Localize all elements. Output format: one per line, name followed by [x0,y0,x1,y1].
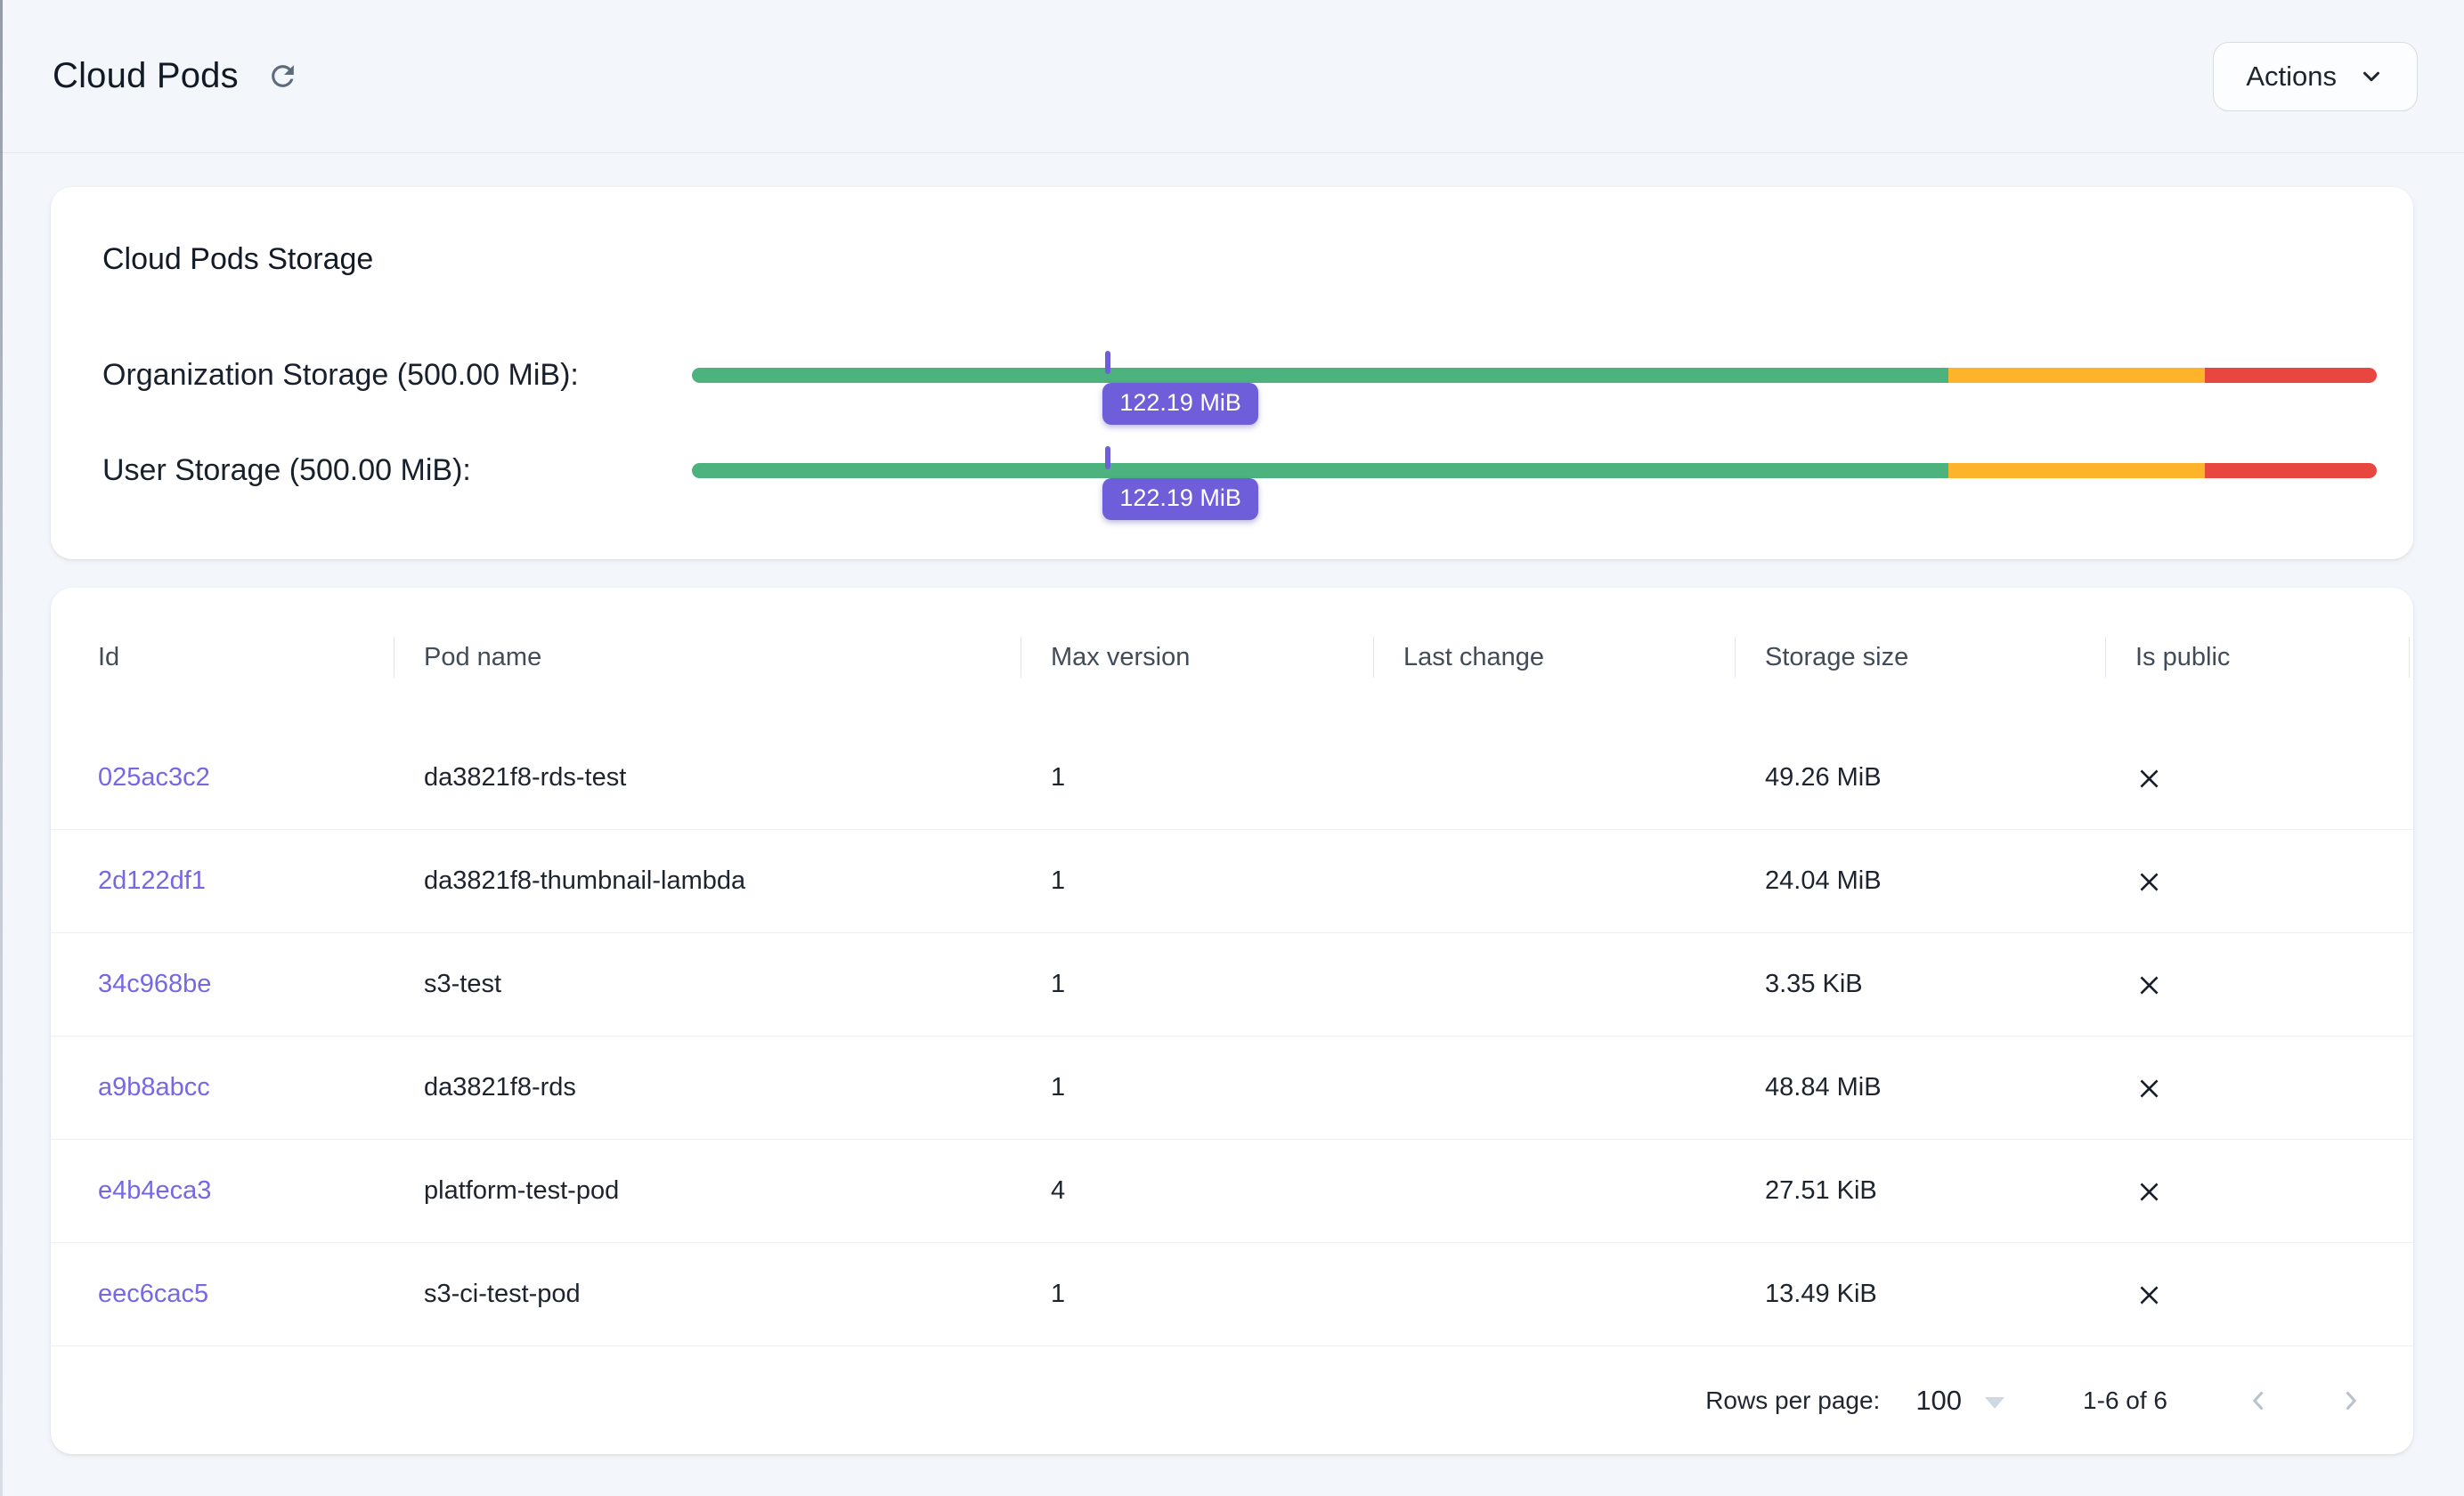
window-left-edge [0,0,3,1496]
pagination-range: 1-6 of 6 [2083,1386,2167,1414]
pod-id-link[interactable]: 025ac3c2 [98,763,210,792]
pod-id-link[interactable]: 2d122df1 [98,866,206,895]
max-version-cell: 1 [1051,1280,1066,1308]
storage-marker [1105,445,1111,469]
actions-button-label: Actions [2246,60,2337,92]
column-header-pod-name[interactable]: Pod name [394,588,1021,727]
pod-name-cell: s3-ci-test-pod [424,1280,581,1308]
pod-id-link[interactable]: e4b4eca3 [98,1176,212,1205]
table-row: 34c968be s3-test 1 3.35 KiB [51,933,2413,1037]
not-public-x-icon [2135,868,2163,896]
not-public-x-icon [2135,1281,2163,1309]
refresh-button[interactable] [263,56,304,97]
bar-segment-green [692,462,1949,478]
pod-id-link[interactable]: a9b8abcc [98,1073,210,1102]
organization-storage-row: Organization Storage (500.00 MiB): 122.1… [102,346,2377,425]
next-page-button[interactable] [2331,1381,2370,1420]
storage-size-cell: 49.26 MiB [1765,763,1882,792]
storage-value-badge: 122.19 MiB [1102,382,1258,425]
rows-per-page-label: Rows per page: [1705,1386,1881,1414]
storage-size-cell: 3.35 KiB [1765,970,1863,998]
rows-per-page-select[interactable]: 100 [1880,1385,2005,1417]
table-row: 025ac3c2 da3821f8-rds-test 1 49.26 MiB [51,727,2413,830]
pod-name-cell: da3821f8-rds-test [424,763,627,792]
previous-page-button[interactable] [2239,1381,2278,1420]
storage-card: Cloud Pods Storage Organization Storage … [51,187,2413,559]
storage-card-title: Cloud Pods Storage [102,242,374,276]
organization-storage-bar: 122.19 MiB [692,350,2377,425]
storage-size-cell: 24.04 MiB [1765,866,1882,895]
table-row: eec6cac5 s3-ci-test-pod 1 13.49 KiB [51,1243,2413,1346]
max-version-cell: 4 [1051,1176,1066,1205]
organization-storage-label: Organization Storage (500.00 MiB): [102,357,579,392]
table-row: 2d122df1 da3821f8-thumbnail-lambda 1 24.… [51,830,2413,933]
storage-size-cell: 27.51 KiB [1765,1176,1877,1205]
is-public-cell [2105,970,2413,999]
table-row: e4b4eca3 platform-test-pod 4 27.51 KiB [51,1140,2413,1243]
refresh-icon [266,60,299,93]
pods-table-card: Id Pod name Max version Last change Stor… [51,588,2413,1454]
table-body: 025ac3c2 da3821f8-rds-test 1 49.26 MiB 2… [51,727,2413,1346]
storage-marker [1105,350,1111,374]
bar-segment-red [2205,367,2377,383]
column-header-id[interactable]: Id [98,642,120,671]
table-header-row: Id Pod name Max version Last change Stor… [51,588,2413,727]
select-caret-icon [1985,1397,2005,1409]
is-public-cell [2105,866,2413,896]
storage-size-cell: 48.84 MiB [1765,1073,1882,1102]
bar-segment-red [2205,462,2377,478]
user-storage-label: User Storage (500.00 MiB): [102,452,471,487]
bar-segment-green [692,367,1949,383]
bar-segment-yellow [1948,367,2205,383]
chevron-left-icon [2243,1386,2273,1416]
pod-name-cell: da3821f8-thumbnail-lambda [424,866,746,895]
column-header-is-public[interactable]: Is public [2105,588,2413,727]
max-version-cell: 1 [1051,970,1066,998]
not-public-x-icon [2135,765,2163,793]
pod-name-cell: s3-test [424,970,502,998]
not-public-x-icon [2135,1075,2163,1102]
storage-value-badge: 122.19 MiB [1102,477,1258,520]
max-version-cell: 1 [1051,763,1066,792]
pod-id-link[interactable]: 34c968be [98,970,212,998]
column-header-storage-size[interactable]: Storage size [1735,588,2105,727]
max-version-cell: 1 [1051,866,1066,895]
is-public-cell [2105,1176,2413,1206]
is-public-cell [2105,1073,2413,1102]
chevron-down-icon [2358,63,2385,90]
is-public-cell [2105,1280,2413,1309]
user-storage-row: User Storage (500.00 MiB): 122.19 MiB [102,442,2377,520]
is-public-cell [2105,763,2413,793]
pod-name-cell: da3821f8-rds [424,1073,576,1102]
column-header-max-version[interactable]: Max version [1021,588,1373,727]
table-pagination: Rows per page: 100 1-6 of 6 [51,1346,2413,1454]
page-title: Cloud Pods [53,56,239,95]
page-header: Cloud Pods Actions [0,0,2464,153]
table-row: a9b8abcc da3821f8-rds 1 48.84 MiB [51,1037,2413,1140]
column-header-last-change[interactable]: Last change [1373,588,1735,727]
not-public-x-icon [2135,972,2163,999]
max-version-cell: 1 [1051,1073,1066,1102]
user-storage-bar: 122.19 MiB [692,445,2377,520]
storage-size-cell: 13.49 KiB [1765,1280,1877,1308]
pod-name-cell: platform-test-pod [424,1176,620,1205]
chevron-right-icon [2336,1386,2366,1416]
rows-per-page-value: 100 [1915,1384,1963,1416]
bar-segment-yellow [1948,462,2205,478]
actions-button[interactable]: Actions [2213,41,2418,111]
pod-id-link[interactable]: eec6cac5 [98,1280,209,1308]
not-public-x-icon [2135,1178,2163,1206]
